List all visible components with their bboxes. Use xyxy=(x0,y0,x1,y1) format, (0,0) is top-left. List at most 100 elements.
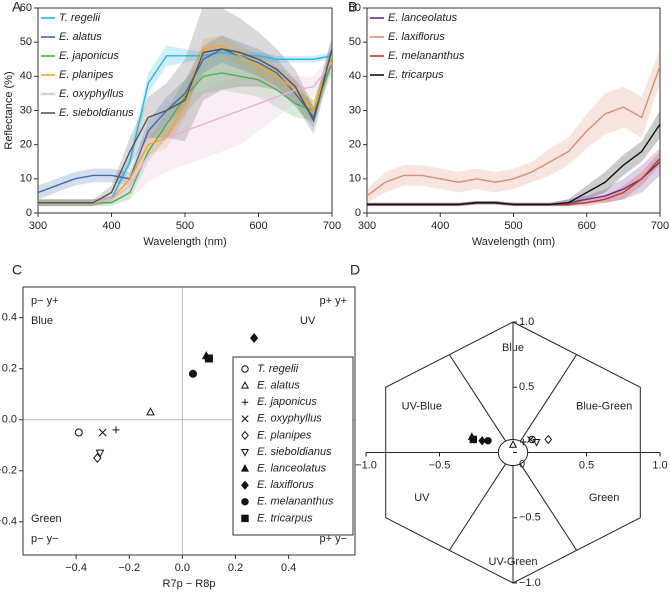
x-tick-label: 500 xyxy=(504,220,522,232)
sector-label: Blue-Green xyxy=(576,401,632,413)
x-tick-label: 300 xyxy=(358,220,376,232)
x-tick-label: 300 xyxy=(29,220,47,232)
y-tick-label: 30 xyxy=(20,104,32,116)
quadrant-label: p− y+ xyxy=(31,295,59,307)
x-tick-label: 400 xyxy=(431,220,449,232)
point xyxy=(188,369,197,378)
x-tick-label: 500 xyxy=(176,220,194,232)
legend-label: E. oxyphyllus xyxy=(59,88,124,100)
legend-label: E. melananthus xyxy=(257,496,334,508)
sector-line xyxy=(519,354,578,442)
panel-label: A xyxy=(12,0,22,15)
point xyxy=(508,440,518,448)
spread-band xyxy=(38,52,332,207)
sector-line xyxy=(519,463,578,551)
y-tick-label: 40 xyxy=(20,70,32,82)
legend-marker xyxy=(241,498,249,506)
sector-label: Blue xyxy=(502,342,524,354)
quadrant-label: p+ y− xyxy=(319,533,347,545)
legend-label: E. japonicus xyxy=(257,396,317,408)
quadrant-label: UV xyxy=(300,315,316,327)
legend-label: E. sieboldianus xyxy=(59,107,134,119)
legend-marker xyxy=(241,514,249,523)
series-line xyxy=(367,65,660,197)
y-tick-label: 60 xyxy=(349,2,361,14)
y-tick-label: 40 xyxy=(349,70,361,82)
y-tick-label: 1.0 xyxy=(519,316,534,328)
legend-label: E. lanceolatus xyxy=(388,12,458,24)
panel-label: D xyxy=(350,262,360,278)
x-axis-label: Wavelength (nm) xyxy=(472,236,555,248)
legend-label: E. tricarpus xyxy=(257,512,313,524)
point xyxy=(520,438,527,446)
point xyxy=(527,435,535,444)
x-tick-label: −0.5 xyxy=(429,459,451,471)
series-line xyxy=(38,48,332,194)
point xyxy=(95,449,105,458)
y-tick-label: 50 xyxy=(20,36,32,48)
point xyxy=(478,436,486,446)
sector-label: UV-Blue xyxy=(402,401,442,413)
spread-band xyxy=(38,52,332,207)
point xyxy=(74,428,83,437)
y-tick-label: −1.0 xyxy=(519,577,541,589)
y-tick-label: −0.5 xyxy=(519,512,541,524)
x-tick-label: 600 xyxy=(578,220,596,232)
y-tick-label: 0.0 xyxy=(2,414,17,426)
series-line xyxy=(367,123,660,206)
x-tick-label: −0.2 xyxy=(118,562,140,574)
x-tick-label: 1.0 xyxy=(652,459,667,471)
x-tick-label: −1.0 xyxy=(355,459,377,471)
x-tick-label: 0.2 xyxy=(228,562,243,574)
point xyxy=(112,426,120,434)
y-tick-label: 0.5 xyxy=(519,381,534,393)
y-tick-label: 20 xyxy=(20,139,32,151)
spread-band xyxy=(367,49,660,203)
legend-label: T. regelii xyxy=(59,12,101,24)
legend-marker xyxy=(240,381,250,389)
y-tick-label: 10 xyxy=(349,173,361,185)
point xyxy=(249,333,259,344)
y-tick-label: 30 xyxy=(349,104,361,116)
x-tick-label: 700 xyxy=(323,220,341,232)
legend-marker xyxy=(241,480,249,490)
legend-box xyxy=(232,356,354,536)
point xyxy=(469,435,478,444)
quadrant-label: p+ y+ xyxy=(319,295,347,307)
series-line xyxy=(38,48,332,204)
legend-label: E. alatus xyxy=(257,380,300,392)
sector-label: Green xyxy=(589,492,620,504)
y-tick-label: 0.2 xyxy=(2,363,17,375)
sector-label: UV-Green xyxy=(489,556,538,568)
quadrant-label: Green xyxy=(31,513,62,525)
sector-line xyxy=(448,354,507,442)
x-axis-label: R7p − R8p xyxy=(163,578,216,590)
point xyxy=(204,354,213,363)
legend-label: E. oxyphyllus xyxy=(257,413,322,425)
x-tick-label: 0.0 xyxy=(175,562,190,574)
quadrant-label: Blue xyxy=(31,315,53,327)
x-tick-label: 600 xyxy=(249,220,267,232)
legend-label: E. tricarpus xyxy=(388,69,444,81)
y-tick-label: 20 xyxy=(349,139,361,151)
point xyxy=(484,437,492,445)
spread-band xyxy=(38,45,332,207)
x-axis-label: Wavelength (nm) xyxy=(143,236,226,248)
x-tick-label: 0.5 xyxy=(579,459,594,471)
panel-label: B xyxy=(348,0,357,15)
y-tick-label: 0 xyxy=(519,458,525,470)
spread-band xyxy=(38,8,332,207)
point xyxy=(93,453,102,463)
x-tick-label: 400 xyxy=(102,220,120,232)
sector-line xyxy=(448,463,507,551)
y-tick-label: 10 xyxy=(20,173,32,185)
legend-marker xyxy=(241,430,249,441)
y-axis-label: Reflectance (%) xyxy=(3,71,15,149)
x-tick-label: 700 xyxy=(651,220,669,232)
legend-label: E. planipes xyxy=(59,69,114,81)
x-tick-label: 0.4 xyxy=(281,562,296,574)
legend-marker xyxy=(240,448,250,457)
plot-frame xyxy=(22,286,356,556)
y-tick-label: 60 xyxy=(20,2,32,14)
